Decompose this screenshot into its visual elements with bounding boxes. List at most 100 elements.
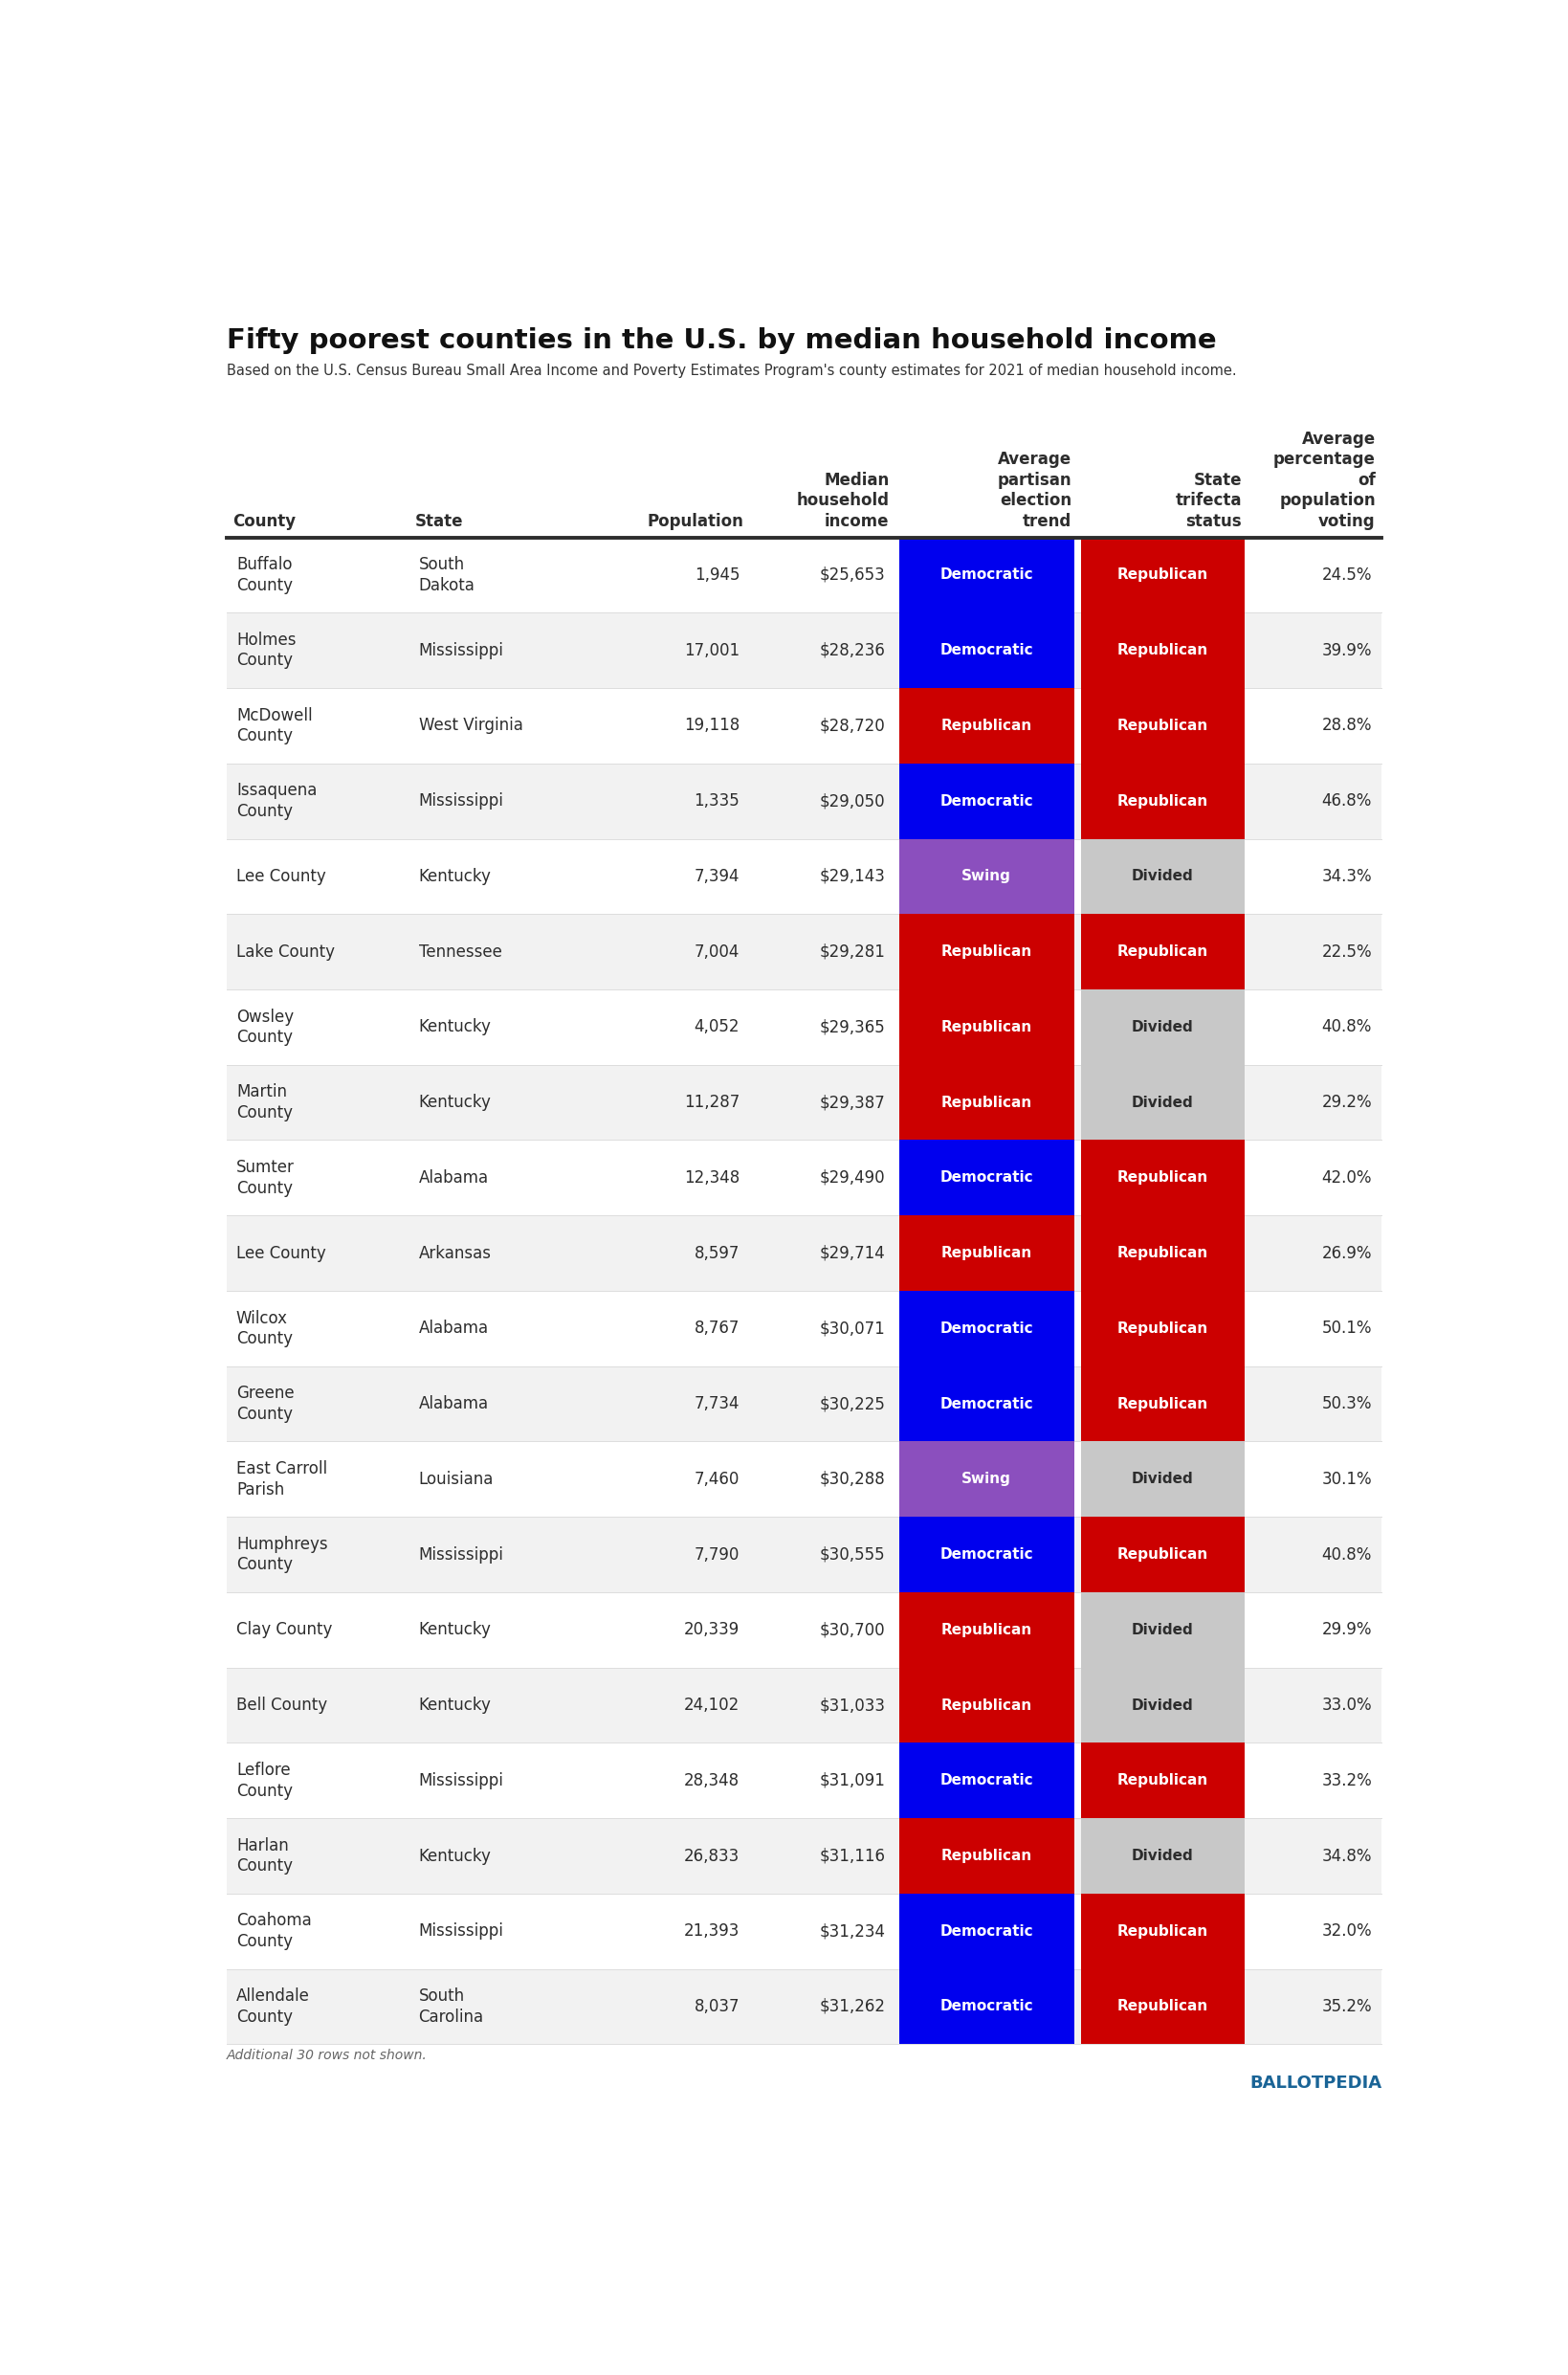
- Text: Democratic: Democratic: [939, 568, 1033, 582]
- Text: Additional 30 rows not shown.: Additional 30 rows not shown.: [226, 2050, 426, 2062]
- Text: Mississippi: Mississippi: [419, 1924, 503, 1940]
- Text: Republican: Republican: [941, 945, 1032, 960]
- Text: 28,348: 28,348: [684, 1772, 739, 1788]
- Text: Republican: Republican: [1116, 720, 1207, 734]
- Text: Mississippi: Mississippi: [419, 1546, 503, 1563]
- Text: Population: Population: [646, 513, 743, 530]
- Text: 12,348: 12,348: [684, 1168, 739, 1188]
- Bar: [898, 1591, 1074, 1667]
- Text: Republican: Republican: [1116, 793, 1207, 808]
- Text: Arkansas: Arkansas: [419, 1244, 491, 1261]
- Bar: [898, 1140, 1074, 1216]
- Bar: [898, 613, 1074, 689]
- Text: Tennessee: Tennessee: [419, 943, 502, 960]
- Bar: [226, 1216, 1381, 1292]
- Text: Republican: Republican: [941, 1019, 1032, 1033]
- Text: 20,339: 20,339: [684, 1622, 739, 1639]
- Text: Republican: Republican: [1116, 1321, 1207, 1335]
- Text: Mississippi: Mississippi: [419, 793, 503, 810]
- Text: Allendale
County: Allendale County: [237, 1988, 309, 2026]
- Text: Wilcox
County: Wilcox County: [237, 1309, 293, 1347]
- Bar: [1080, 1366, 1243, 1442]
- Text: 39.9%: 39.9%: [1320, 641, 1370, 658]
- Bar: [898, 1442, 1074, 1518]
- Text: 46.8%: 46.8%: [1320, 793, 1370, 810]
- Text: Alabama: Alabama: [419, 1394, 488, 1413]
- Bar: [898, 1893, 1074, 1969]
- Text: Leflore
County: Leflore County: [237, 1762, 293, 1800]
- Bar: [898, 1216, 1074, 1292]
- Text: Kentucky: Kentucky: [419, 867, 491, 886]
- Text: Average
partisan
election
trend: Average partisan election trend: [997, 451, 1071, 530]
- Bar: [1080, 1969, 1243, 2045]
- Text: 34.3%: 34.3%: [1320, 867, 1370, 886]
- Bar: [898, 1064, 1074, 1140]
- Bar: [898, 990, 1074, 1064]
- Text: 7,734: 7,734: [693, 1394, 739, 1413]
- Text: South
Carolina: South Carolina: [419, 1988, 483, 2026]
- Bar: [898, 1969, 1074, 2045]
- Text: South
Dakota: South Dakota: [419, 556, 475, 594]
- Text: Divided: Divided: [1131, 1095, 1193, 1109]
- Text: Divided: Divided: [1131, 869, 1193, 884]
- Text: 19,118: 19,118: [684, 717, 739, 734]
- Text: Sumter
County: Sumter County: [237, 1159, 295, 1197]
- Text: Democratic: Democratic: [939, 793, 1033, 808]
- Text: 24,102: 24,102: [684, 1696, 739, 1715]
- Text: Swing: Swing: [961, 1472, 1011, 1487]
- Bar: [898, 1518, 1074, 1591]
- Text: $29,714: $29,714: [820, 1244, 884, 1261]
- Text: 7,394: 7,394: [693, 867, 739, 886]
- Text: 30.1%: 30.1%: [1320, 1470, 1370, 1487]
- Text: Republican: Republican: [1116, 945, 1207, 960]
- Bar: [898, 914, 1074, 990]
- Text: Lee County: Lee County: [237, 867, 326, 886]
- Bar: [1080, 1442, 1243, 1518]
- Text: Divided: Divided: [1131, 1019, 1193, 1033]
- Text: $30,071: $30,071: [820, 1321, 884, 1337]
- Text: Democratic: Democratic: [939, 1396, 1033, 1411]
- Text: Democratic: Democratic: [939, 1549, 1033, 1563]
- Bar: [1080, 1667, 1243, 1743]
- Text: 8,767: 8,767: [695, 1321, 739, 1337]
- Text: Republican: Republican: [1116, 1247, 1207, 1261]
- Text: 24.5%: 24.5%: [1320, 565, 1370, 584]
- Text: Republican: Republican: [941, 1622, 1032, 1636]
- Text: Divided: Divided: [1131, 1622, 1193, 1636]
- Text: Republican: Republican: [941, 1848, 1032, 1862]
- Text: Democratic: Democratic: [939, 644, 1033, 658]
- Text: $29,050: $29,050: [820, 793, 884, 810]
- Text: $29,281: $29,281: [818, 943, 884, 960]
- Text: Democratic: Democratic: [939, 1321, 1033, 1335]
- Text: 29.2%: 29.2%: [1320, 1095, 1370, 1112]
- Text: Humphreys
County: Humphreys County: [237, 1537, 328, 1572]
- Text: Average
percentage
of
population
voting: Average percentage of population voting: [1273, 430, 1375, 530]
- Text: Divided: Divided: [1131, 1698, 1193, 1712]
- Bar: [1080, 613, 1243, 689]
- Text: Swing: Swing: [961, 869, 1011, 884]
- Bar: [1080, 537, 1243, 613]
- Text: 40.8%: 40.8%: [1320, 1546, 1370, 1563]
- Text: Divided: Divided: [1131, 1472, 1193, 1487]
- Text: $30,225: $30,225: [818, 1394, 884, 1413]
- Bar: [898, 1819, 1074, 1893]
- Text: Issaquena
County: Issaquena County: [237, 781, 317, 819]
- Bar: [1080, 838, 1243, 914]
- Text: Alabama: Alabama: [419, 1321, 488, 1337]
- Text: County: County: [232, 513, 296, 530]
- Text: 8,597: 8,597: [695, 1244, 739, 1261]
- Text: 28.8%: 28.8%: [1320, 717, 1370, 734]
- Text: 40.8%: 40.8%: [1320, 1019, 1370, 1036]
- Text: Republican: Republican: [1116, 644, 1207, 658]
- Text: Kentucky: Kentucky: [419, 1848, 491, 1864]
- Text: Clay County: Clay County: [237, 1622, 332, 1639]
- Text: Kentucky: Kentucky: [419, 1095, 491, 1112]
- Bar: [1080, 1518, 1243, 1591]
- Text: Republican: Republican: [1116, 2000, 1207, 2014]
- Text: Republican: Republican: [941, 1247, 1032, 1261]
- Bar: [226, 1518, 1381, 1591]
- Text: Owsley
County: Owsley County: [237, 1009, 293, 1045]
- Text: 32.0%: 32.0%: [1320, 1924, 1370, 1940]
- Bar: [898, 1667, 1074, 1743]
- Bar: [898, 1292, 1074, 1366]
